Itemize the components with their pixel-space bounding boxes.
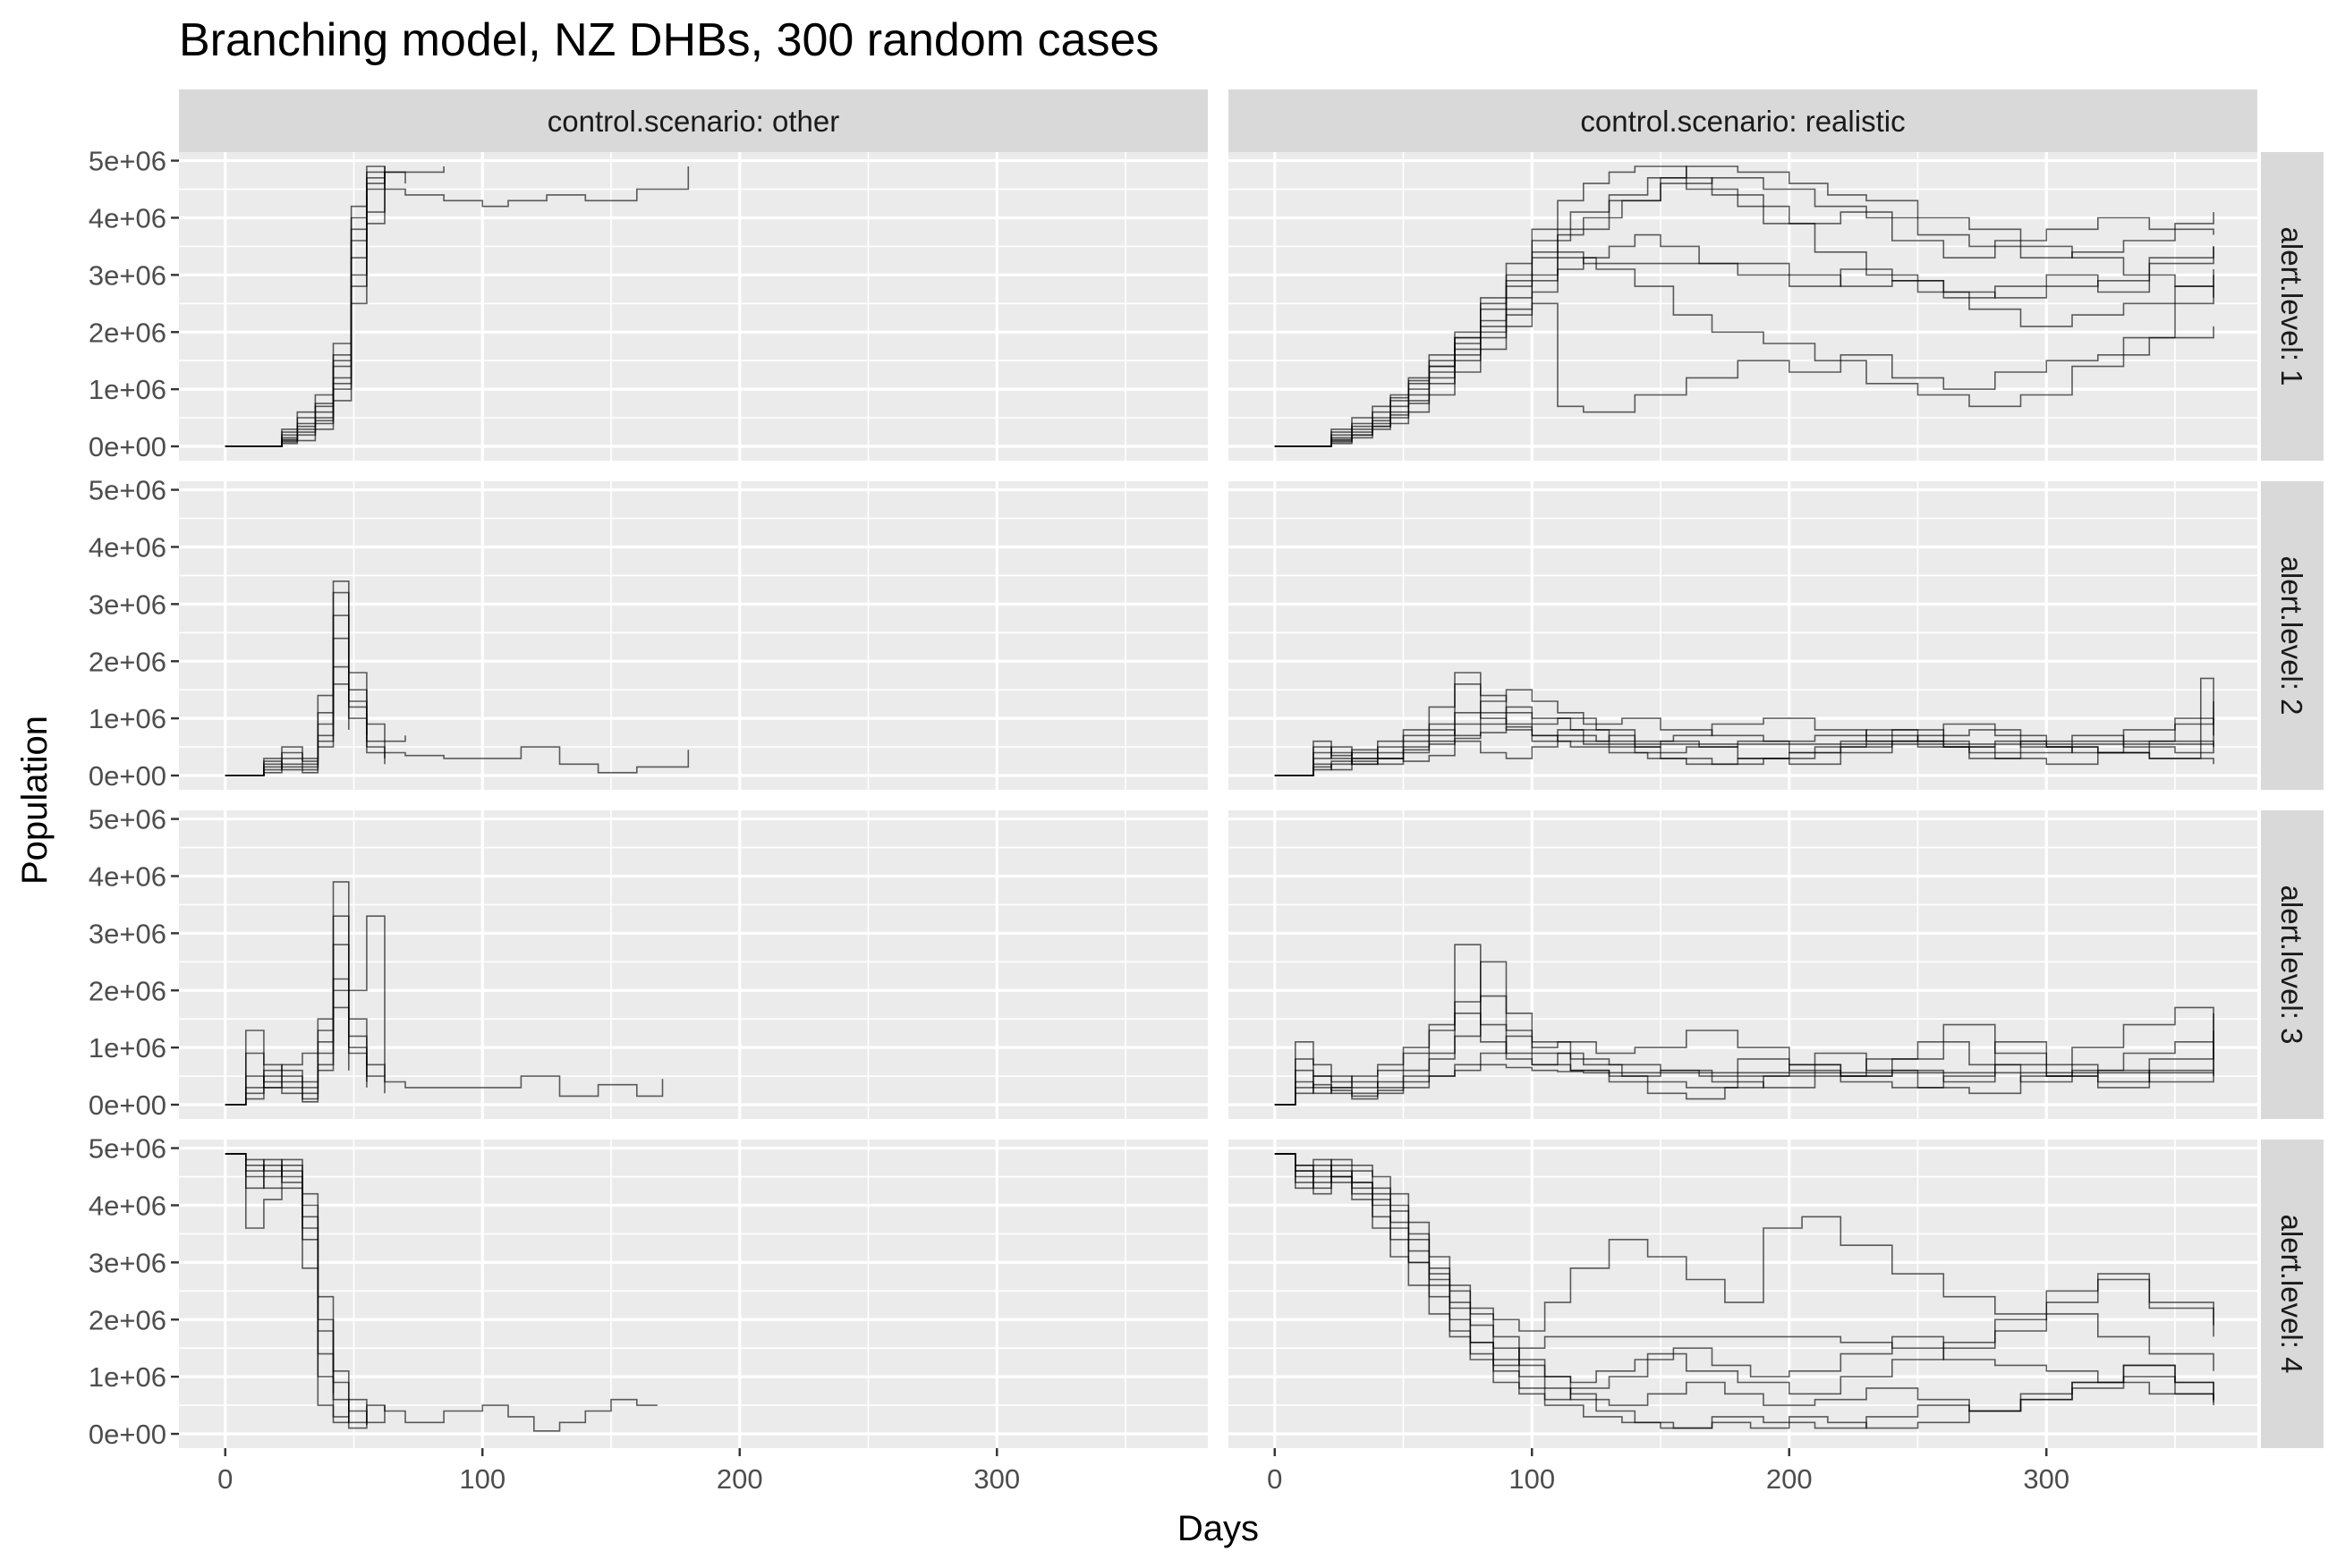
- panel-r4-c1: [179, 1140, 1208, 1448]
- row-strip-level-1: [2261, 152, 2324, 461]
- panel-background: [1228, 152, 2257, 461]
- series-line-5: [1274, 165, 2214, 447]
- row-strip-label-level-1: alert.level: 1: [2275, 227, 2308, 386]
- series-line-6: [225, 1153, 335, 1394]
- y-tick-label: 4e+06: [89, 860, 166, 892]
- x-tick-label: 100: [459, 1463, 506, 1495]
- series-line-1: [225, 1153, 658, 1432]
- x-axes: 0 100 200 300 0 100 200 300: [217, 1448, 2069, 1495]
- y-tick-label: 1e+06: [89, 1032, 166, 1064]
- panel-background: [1228, 1140, 2257, 1448]
- column-strip-other: [179, 89, 1208, 152]
- y-tick-label: 0e+00: [89, 431, 166, 462]
- y-tick-label: 1e+06: [89, 374, 166, 405]
- x-tick-label: 300: [2023, 1463, 2069, 1495]
- row-strip-label-level-2: alert.level: 2: [2275, 556, 2308, 716]
- panels: [179, 152, 2257, 1448]
- y-tick-label: 1e+06: [89, 703, 166, 734]
- series-line-6: [1274, 1153, 2214, 1429]
- y-tick-label: 4e+06: [89, 1190, 166, 1221]
- y-tick-label: 2e+06: [89, 1304, 166, 1335]
- y-tick-label: 0e+00: [89, 760, 166, 792]
- panel-r3-c2: [1228, 810, 2257, 1119]
- series-line-6: [1274, 257, 2214, 447]
- y-tick-label: 2e+06: [89, 317, 166, 348]
- series-line-8: [1274, 246, 2214, 447]
- y-tick-label: 5e+06: [89, 1133, 166, 1165]
- y-tick-label: 3e+06: [89, 589, 166, 620]
- x-tick-label: 0: [1267, 1463, 1282, 1495]
- row-strips: alert.level: 1 alert.level: 2 alert.leve…: [2261, 152, 2324, 1448]
- series-line-6: [225, 1006, 350, 1106]
- panel-background: [179, 810, 1208, 1119]
- column-strip-realistic: [1228, 89, 2257, 152]
- y-tick-label: 5e+06: [89, 804, 166, 835]
- x-tick-label: 300: [973, 1463, 1020, 1495]
- y-tick-label: 3e+06: [89, 1247, 166, 1278]
- panel-r1-c1: [179, 152, 1208, 461]
- series-line-4: [1274, 689, 2214, 776]
- y-tick-label: 3e+06: [89, 918, 166, 949]
- panel-background: [179, 152, 1208, 461]
- x-tick-label: 0: [217, 1463, 233, 1495]
- column-strips: control.scenario: other control.scenario…: [179, 89, 2257, 152]
- row-strip-level-2: [2261, 481, 2324, 790]
- y-tick-label: 5e+06: [89, 475, 166, 506]
- panel-background: [179, 481, 1208, 790]
- panel-r2-c1: [179, 481, 1208, 790]
- series-line-7: [1274, 1153, 2214, 1401]
- y-tick-label: 2e+06: [89, 975, 166, 1006]
- y-tick-label: 4e+06: [89, 531, 166, 563]
- series-line-8: [225, 189, 386, 447]
- series-line-7: [1274, 677, 2214, 776]
- row-strip-label-level-3: alert.level: 3: [2275, 886, 2308, 1045]
- row-strip-label-level-4: alert.level: 4: [2275, 1215, 2308, 1374]
- y-axes: 0e+00 1e+06 2e+06 3e+06 4e+06 5e+06 0e+00 1e+06…: [89, 146, 179, 1450]
- column-strip-label-other: control.scenario: other: [548, 105, 840, 138]
- y-tick-label: 0e+00: [89, 1419, 166, 1450]
- y-tick-label: 2e+06: [89, 646, 166, 677]
- row-strip-level-4: [2261, 1140, 2324, 1448]
- series-line-5: [1274, 1064, 2214, 1106]
- y-tick-label: 5e+06: [89, 146, 166, 177]
- y-axis-title: Population: [15, 716, 55, 885]
- series-line-6: [225, 683, 350, 776]
- y-tick-label: 3e+06: [89, 259, 166, 291]
- panel-background: [1228, 481, 2257, 790]
- series-line-6: [1274, 995, 2214, 1106]
- y-tick-label: 0e+00: [89, 1089, 166, 1121]
- panel-r3-c1: [179, 810, 1208, 1119]
- series-line-5: [225, 637, 386, 776]
- series-line-4: [1274, 177, 2214, 447]
- x-tick-label: 200: [717, 1463, 763, 1495]
- column-strip-label-realistic: control.scenario: realistic: [1580, 105, 1905, 138]
- row-strip-level-3: [2261, 810, 2324, 1119]
- x-tick-label: 100: [1508, 1463, 1555, 1495]
- panel-r4-c2: [1228, 1140, 2257, 1448]
- panel-background: [1228, 810, 2257, 1119]
- x-tick-label: 200: [1766, 1463, 1813, 1495]
- series-line-7: [1274, 177, 2214, 447]
- panel-r2-c2: [1228, 481, 2257, 790]
- series-line-3: [1274, 1023, 2214, 1106]
- y-tick-label: 4e+06: [89, 202, 166, 233]
- series-line-5: [225, 1153, 368, 1423]
- y-tick-label: 1e+06: [89, 1361, 166, 1393]
- panel-background: [179, 1140, 1208, 1448]
- panel-r1-c2: [1228, 152, 2257, 461]
- x-axis-title: Days: [1177, 1509, 1259, 1548]
- chart-title: Branching model, NZ DHBs, 300 random cas…: [179, 14, 1159, 66]
